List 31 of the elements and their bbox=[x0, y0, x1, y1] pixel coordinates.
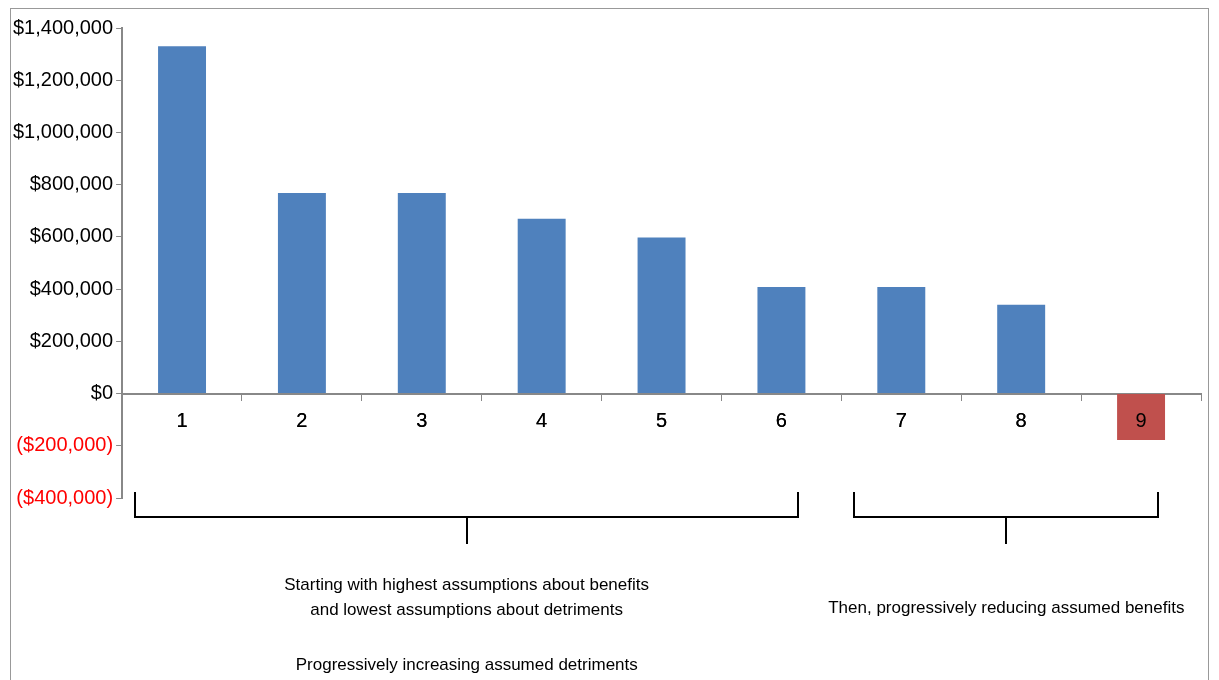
y-tick-label: $0 bbox=[90, 381, 114, 404]
y-tick-label: $200,000 bbox=[29, 328, 114, 351]
x-tick-label: 7 bbox=[895, 409, 907, 432]
text: Starting with highest assumptions about benefits and lowest assumptions about detriments bbox=[284, 574, 650, 621]
bar bbox=[877, 287, 926, 394]
bar bbox=[397, 193, 446, 394]
text: Progressively increasing assumed detriments bbox=[295, 654, 638, 676]
y-tick-label: ($400,000) bbox=[16, 485, 114, 508]
x-tick-label: 6 bbox=[775, 409, 787, 432]
y-tick-label: $1,400,000 bbox=[12, 15, 114, 38]
x-tick-label: 1 bbox=[176, 409, 188, 432]
x-tick-label: 3 bbox=[416, 409, 428, 432]
bar bbox=[1117, 394, 1166, 441]
bar bbox=[277, 193, 326, 394]
x-tick-label: 2 bbox=[296, 409, 308, 432]
y-tick-label: $1,200,000 bbox=[12, 67, 114, 90]
bar bbox=[517, 218, 566, 394]
bar bbox=[997, 304, 1046, 394]
bar bbox=[757, 287, 806, 394]
y-tick-label: $400,000 bbox=[29, 276, 114, 299]
x-tick-label: 8 bbox=[1015, 409, 1027, 432]
x-tick-label: 4 bbox=[536, 409, 548, 432]
x-tick-label: 5 bbox=[655, 409, 668, 432]
x-tick-label: 9 bbox=[1135, 409, 1147, 432]
bar bbox=[637, 237, 686, 394]
y-tick-label: ($200,000) bbox=[16, 433, 114, 456]
bar bbox=[158, 46, 207, 394]
text: Then, progressively reducing assumed benefits bbox=[828, 597, 1185, 619]
y-tick-label: $600,000 bbox=[29, 224, 114, 247]
y-tick-label: $1,000,000 bbox=[12, 119, 114, 142]
y-tick-label: $800,000 bbox=[29, 172, 114, 195]
